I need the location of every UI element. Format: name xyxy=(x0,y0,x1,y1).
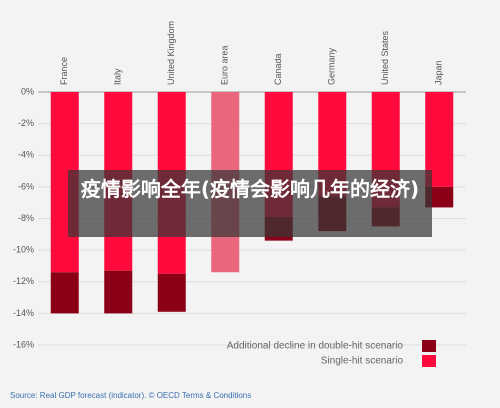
x-tick-label: United Kingdom xyxy=(166,21,176,85)
overlay-caption: 疫情影响全年(疫情会影响几年的经济) xyxy=(68,170,432,237)
x-tick-label: United States xyxy=(380,30,390,85)
legend-swatch xyxy=(422,340,436,352)
y-tick-label: -6% xyxy=(18,181,34,191)
legend-label: Single-hit scenario xyxy=(321,356,404,367)
y-tick-label: -2% xyxy=(18,118,34,128)
legend-label: Additional decline in double-hit scenari… xyxy=(227,341,404,352)
x-tick-label: Japan xyxy=(434,60,444,85)
x-tick-label: France xyxy=(59,57,69,85)
y-tick-label: -12% xyxy=(13,276,34,286)
y-tick-label: -4% xyxy=(18,150,34,160)
source: Source: Real GDP forecast (indicator). ©… xyxy=(10,391,251,400)
x-tick-label: Euro area xyxy=(220,45,230,85)
x-tick-label: Italy xyxy=(113,68,123,85)
bar-segment xyxy=(104,270,133,314)
y-tick-label: -16% xyxy=(13,339,34,349)
y-tick-label: -14% xyxy=(13,308,34,318)
bar-segment xyxy=(425,186,454,208)
y-tick-label: -8% xyxy=(18,213,34,223)
y-tick-label: -10% xyxy=(13,245,34,255)
bar-segment xyxy=(50,272,79,314)
x-tick-label: Germany xyxy=(327,47,337,85)
legend-swatch xyxy=(422,355,436,367)
x-tick-label: Canada xyxy=(273,53,283,85)
y-tick-label: 0% xyxy=(21,86,34,96)
bar-segment xyxy=(157,273,186,312)
